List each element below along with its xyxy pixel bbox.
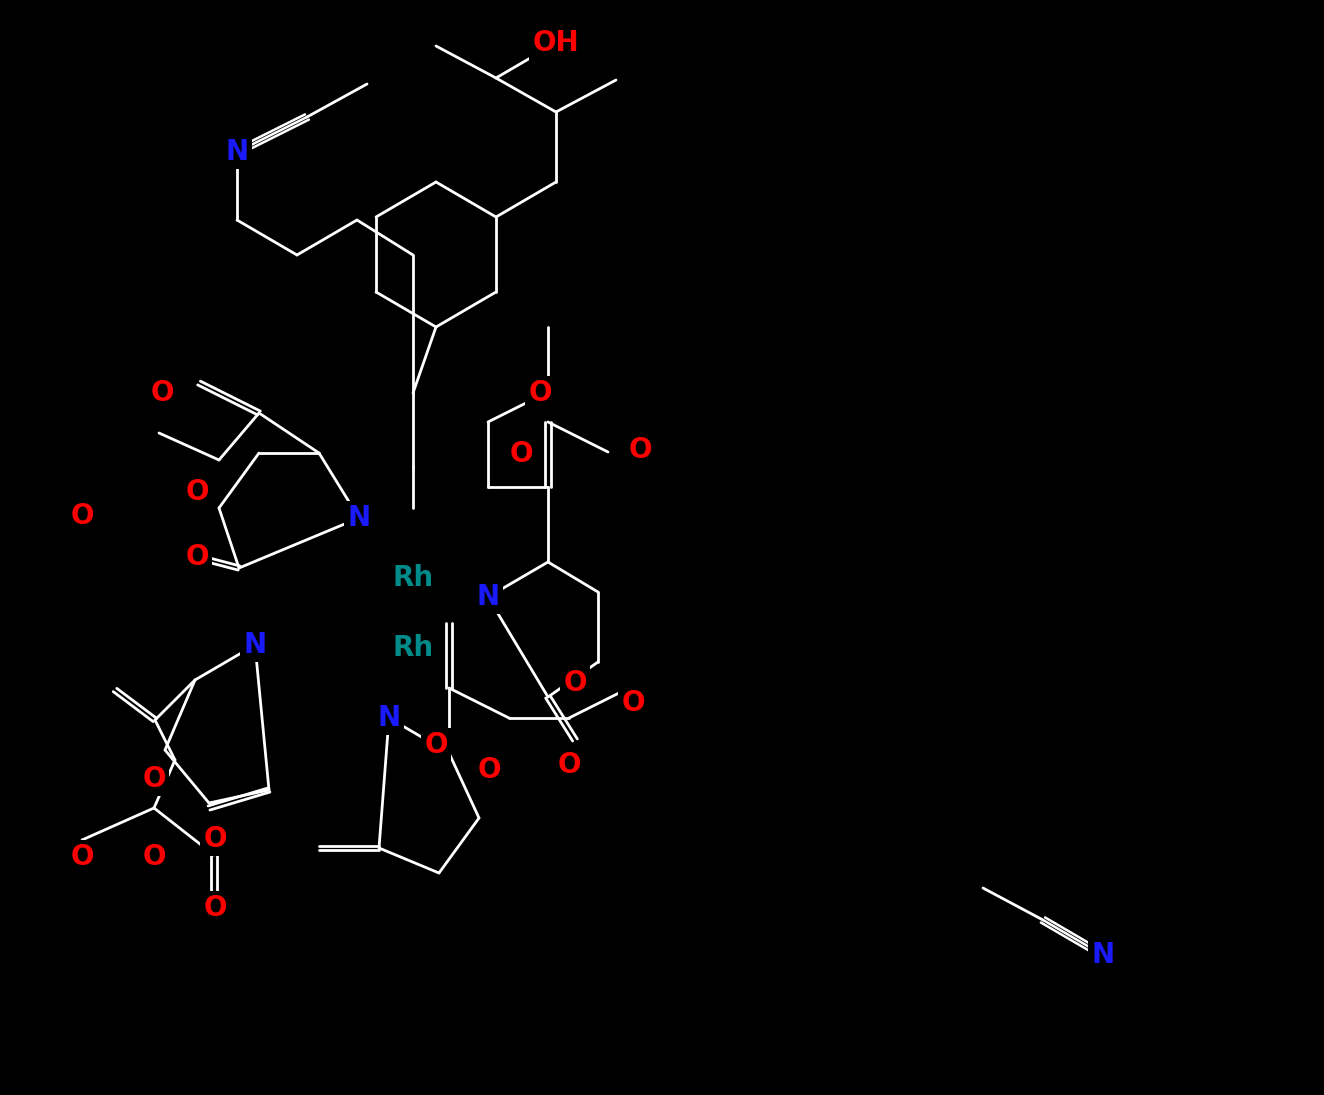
Text: O: O: [424, 731, 448, 759]
Text: N: N: [1091, 941, 1115, 969]
Text: O: O: [142, 765, 166, 793]
Text: O: O: [185, 479, 209, 506]
Text: O: O: [528, 379, 552, 407]
Text: N: N: [244, 631, 266, 659]
Text: N: N: [477, 583, 499, 611]
Text: O: O: [70, 502, 94, 530]
Text: N: N: [347, 504, 371, 532]
Text: O: O: [204, 894, 226, 922]
Text: N: N: [225, 138, 249, 166]
Text: O: O: [185, 543, 209, 570]
Text: O: O: [142, 843, 166, 871]
Text: O: O: [204, 825, 226, 853]
Text: Rh: Rh: [392, 634, 433, 662]
Text: O: O: [621, 689, 645, 717]
Text: O: O: [510, 440, 532, 468]
Text: O: O: [629, 436, 651, 464]
Text: O: O: [150, 379, 173, 407]
Text: O: O: [70, 843, 94, 871]
Text: N: N: [377, 704, 401, 731]
Text: O: O: [477, 756, 500, 784]
Text: O: O: [563, 669, 587, 698]
Text: Rh: Rh: [392, 564, 433, 592]
Text: OH: OH: [532, 28, 580, 57]
Text: O: O: [557, 751, 581, 779]
